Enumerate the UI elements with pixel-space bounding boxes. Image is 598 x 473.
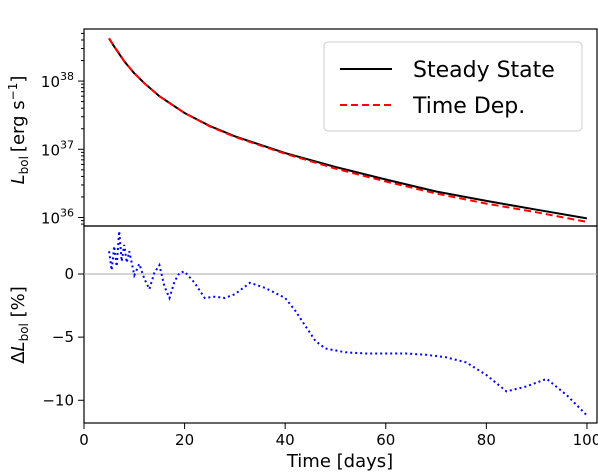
y-tick-label: −10 (42, 391, 74, 409)
y-tick-label: −5 (52, 328, 74, 346)
x-tick-label: 60 (376, 431, 395, 449)
legend-label-time-dep: Time Dep. (412, 94, 525, 119)
bottom-y-axis-label: ΔLbol [%] (8, 286, 31, 364)
y-tick-label: 0 (64, 265, 74, 283)
legend-box (323, 41, 583, 132)
top-panel: 1036 1037 1038 Steady State Time Dep. Lbol… (6, 28, 598, 227)
x-axis-ticks: 0 20 40 60 80 100 (79, 423, 598, 449)
bottom-plot-frame (83, 225, 598, 424)
legend: Steady State Time Dep. (323, 41, 583, 132)
x-tick-label: 20 (175, 431, 194, 449)
y-tick-label: 1038 (41, 70, 74, 91)
y-tick-label: 1037 (41, 138, 74, 159)
x-tick-label: 100 (573, 431, 598, 449)
x-tick-label: 40 (276, 431, 295, 449)
top-y-axis-label: Lbol[erg s−1] (6, 76, 31, 185)
x-tick-label: 0 (79, 431, 89, 449)
series-line-delta (108, 231, 588, 417)
bottom-series-group (108, 231, 588, 417)
bottom-panel: 0 −5 −10 ΔLbol [%] (8, 225, 598, 424)
y-tick-label: 1036 (41, 206, 74, 227)
series-line-time-dep (108, 37, 588, 223)
x-tick-label: 80 (477, 431, 496, 449)
legend-label-steady-state: Steady State (413, 58, 555, 83)
top-y-ticks: 1036 1037 1038 (41, 32, 84, 227)
top-series-group (108, 37, 588, 223)
x-axis-label: Time [days] (286, 451, 393, 472)
bottom-y-ticks: 0 −5 −10 (42, 265, 84, 409)
